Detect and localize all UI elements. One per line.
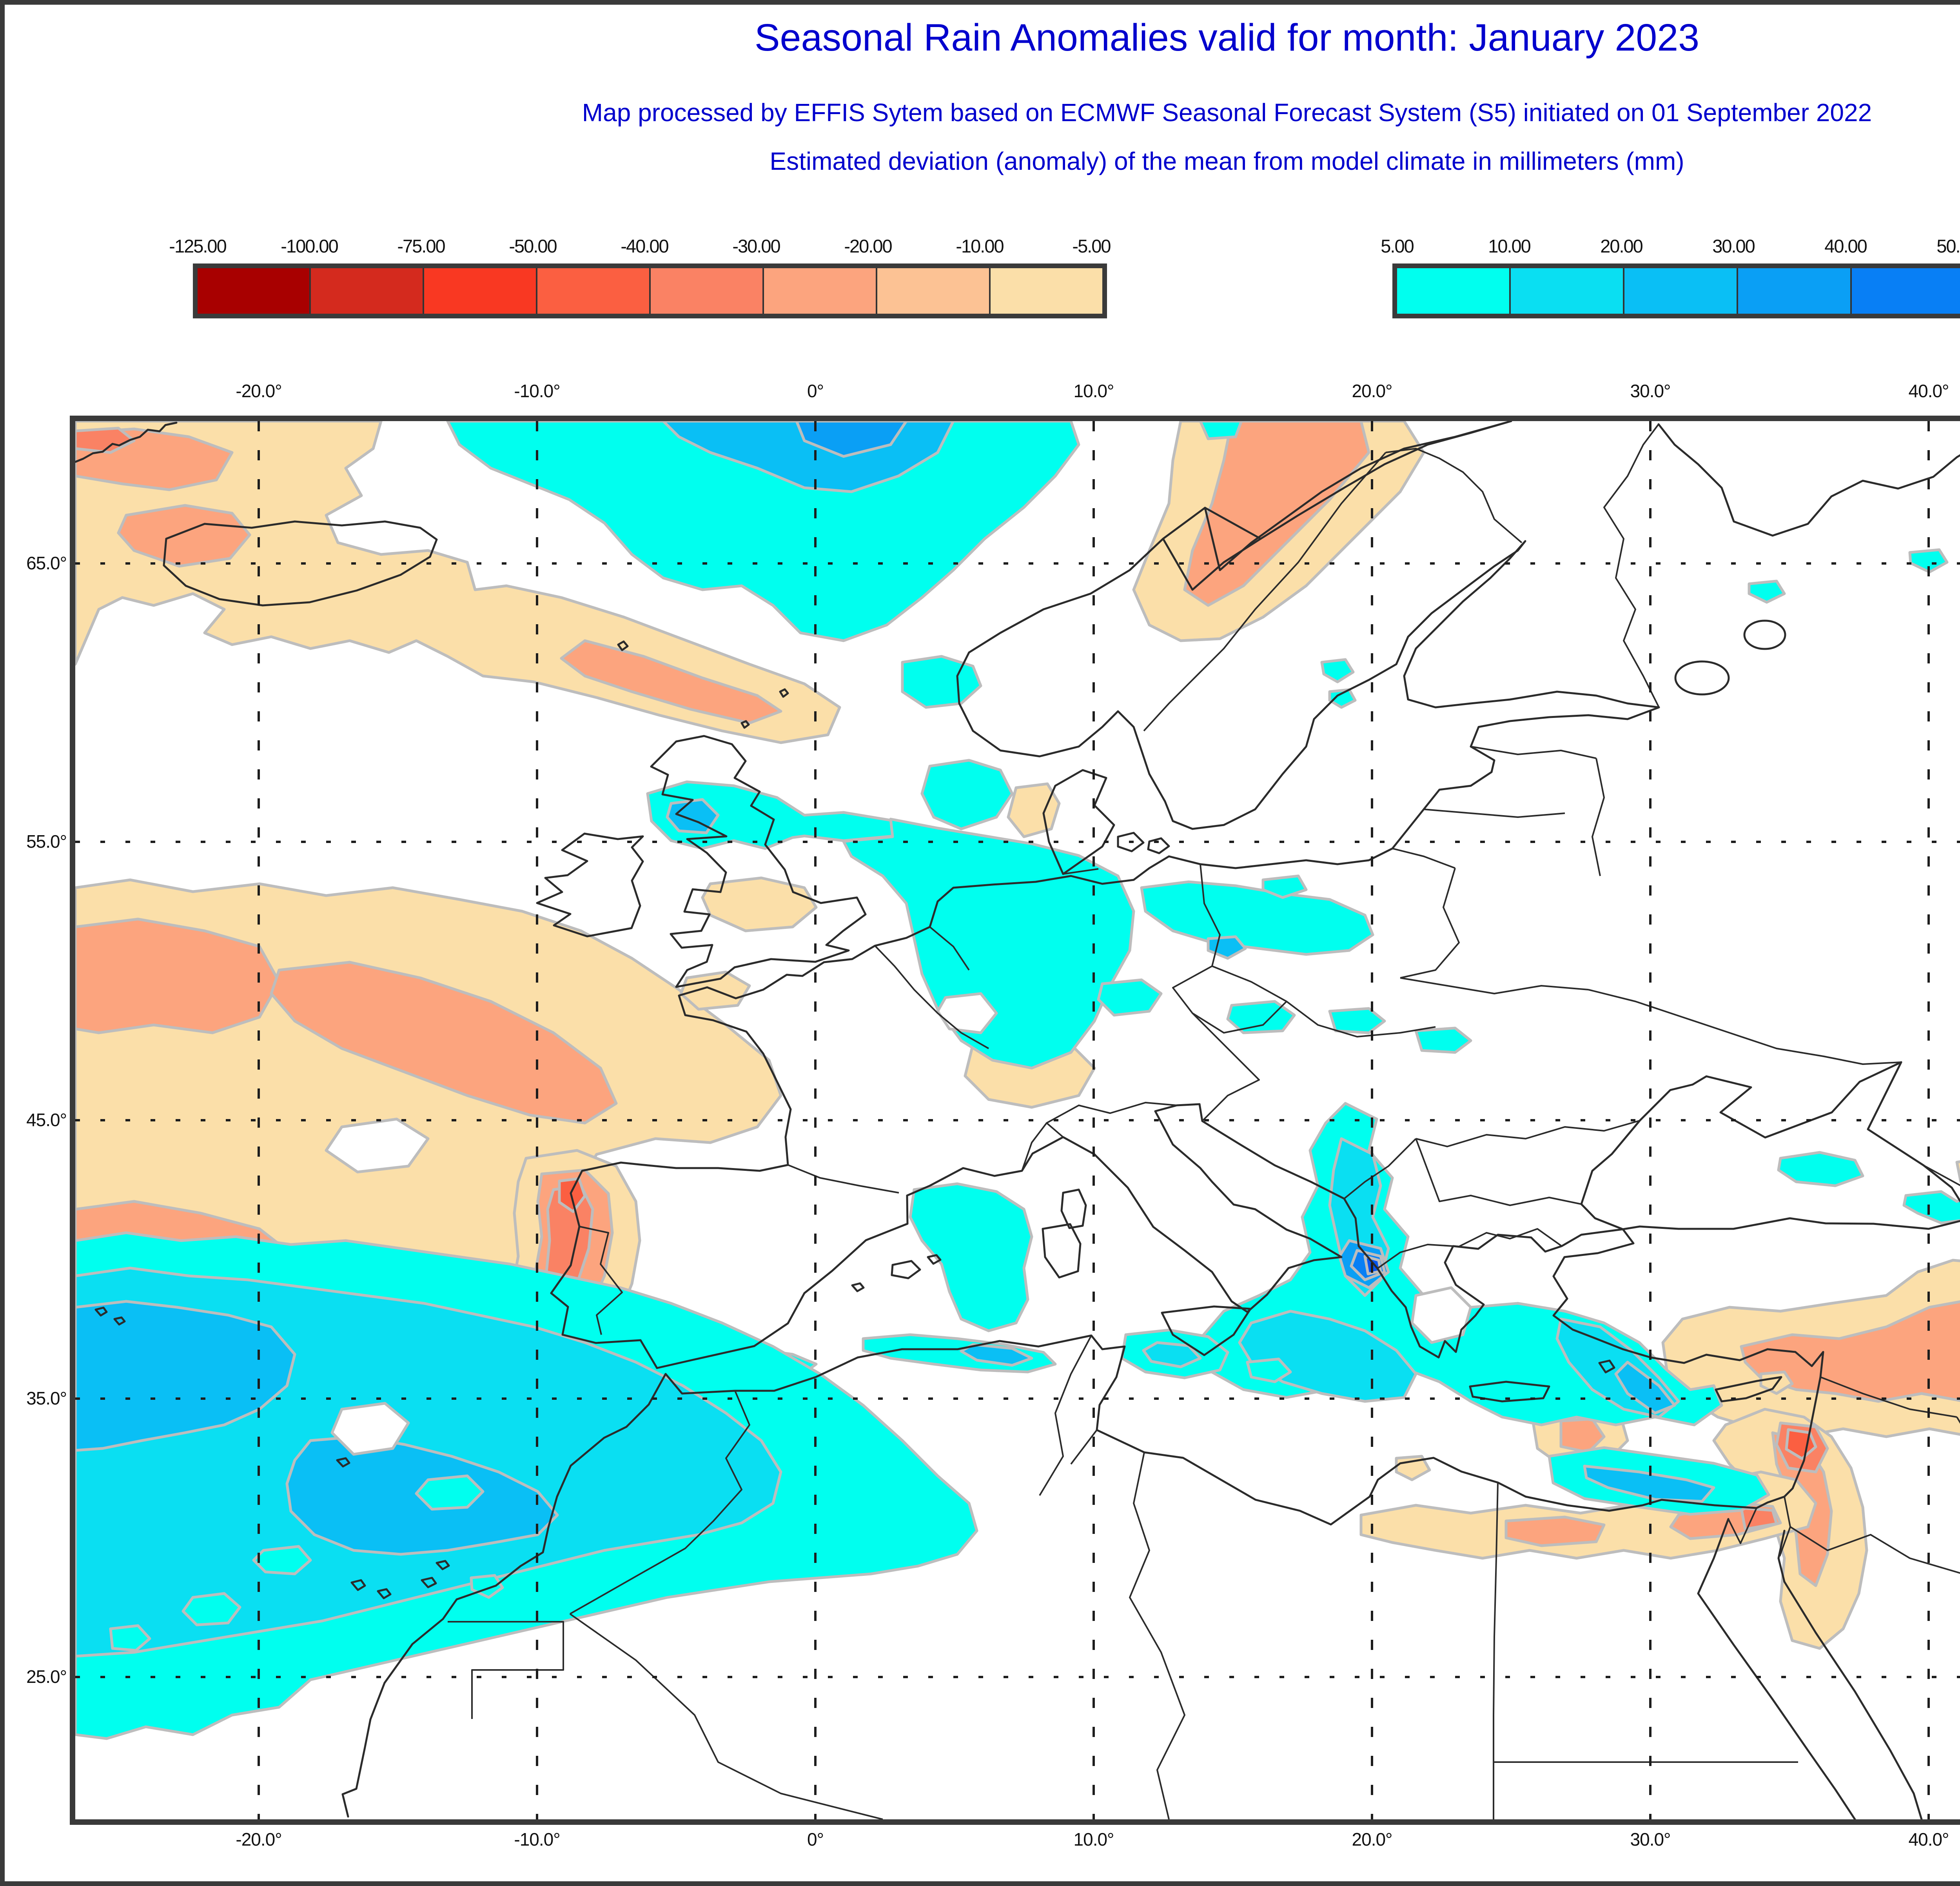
lon-label-bottom-6: 40.0° xyxy=(1908,1829,1949,1850)
legend-positive-label-5: 50.00 xyxy=(1936,236,1960,256)
legend-positive-cell-0 xyxy=(1397,268,1511,314)
legend-positive-label-2: 20.00 xyxy=(1600,236,1643,256)
lon-label-bottom-2: 0° xyxy=(807,1829,824,1850)
lat-label-left-1: 55.0° xyxy=(26,831,67,852)
legend-negative-label-3: -50.00 xyxy=(509,236,557,256)
lat-label-left-2: 45.0° xyxy=(26,1110,67,1130)
lon-label-top-0: -20.0° xyxy=(236,381,282,401)
legend-negative-colorbar xyxy=(193,263,1107,318)
legend-positive-cell-4 xyxy=(1852,268,1960,314)
legend-negative-label-8: -5.00 xyxy=(1072,236,1111,256)
lon-label-bottom-1: -10.0° xyxy=(514,1829,560,1850)
page-subtitle: Map processed by EFFIS Sytem based on EC… xyxy=(582,98,1872,127)
legend-negative-label-1: -100.00 xyxy=(281,236,338,256)
legend-negative-cell-5 xyxy=(764,268,877,314)
legend-positive-label-4: 40.00 xyxy=(1824,236,1867,256)
legend-negative-cell-3 xyxy=(537,268,651,314)
legend-negative-label-0: -125.00 xyxy=(169,236,227,256)
lat-label-left-3: 35.0° xyxy=(26,1388,67,1408)
map-frame xyxy=(70,416,1960,1825)
legend-positive-label-0: 5.00 xyxy=(1381,236,1414,256)
legend-negative-label-6: -20.00 xyxy=(844,236,892,256)
legend-negative-label-4: -40.00 xyxy=(621,236,669,256)
legend-negative-cell-7 xyxy=(991,268,1102,314)
lon-label-bottom-3: 10.0° xyxy=(1073,1829,1114,1850)
legend-positive-cell-2 xyxy=(1624,268,1738,314)
legend-positive-colorbar xyxy=(1392,263,1960,318)
lon-label-bottom-4: 20.0° xyxy=(1352,1829,1393,1850)
legend-positive-label-3: 30.00 xyxy=(1712,236,1755,256)
legend-negative-cell-6 xyxy=(877,268,991,314)
legend-positive-cell-1 xyxy=(1511,268,1624,314)
lon-label-top-5: 30.0° xyxy=(1630,381,1671,401)
lon-label-top-6: 40.0° xyxy=(1908,381,1949,401)
lon-label-bottom-0: -20.0° xyxy=(236,1829,282,1850)
lon-label-top-4: 20.0° xyxy=(1352,381,1393,401)
legend-positive-label-1: 10.00 xyxy=(1488,236,1531,256)
lat-label-left-0: 65.0° xyxy=(26,553,67,573)
legend-negative-cell-1 xyxy=(311,268,424,314)
legend-negative-cell-2 xyxy=(424,268,537,314)
lat-label-left-4: 25.0° xyxy=(26,1666,67,1687)
anomaly-map xyxy=(75,421,1960,1819)
lon-label-bottom-5: 30.0° xyxy=(1630,1829,1671,1850)
legend-negative-label-7: -10.00 xyxy=(956,236,1004,256)
page-subtitle-2: Estimated deviation (anomaly) of the mea… xyxy=(769,147,1684,175)
legend-negative-label-2: -75.00 xyxy=(397,236,445,256)
lon-label-top-3: 10.0° xyxy=(1073,381,1114,401)
legend-positive-cell-3 xyxy=(1738,268,1852,314)
legend-negative-label-5: -30.00 xyxy=(732,236,780,256)
legend-negative-cell-4 xyxy=(651,268,764,314)
lon-label-top-2: 0° xyxy=(807,381,824,401)
lon-label-top-1: -10.0° xyxy=(514,381,560,401)
legend-negative-cell-0 xyxy=(198,268,311,314)
page-title: Seasonal Rain Anomalies valid for month:… xyxy=(754,16,1700,59)
